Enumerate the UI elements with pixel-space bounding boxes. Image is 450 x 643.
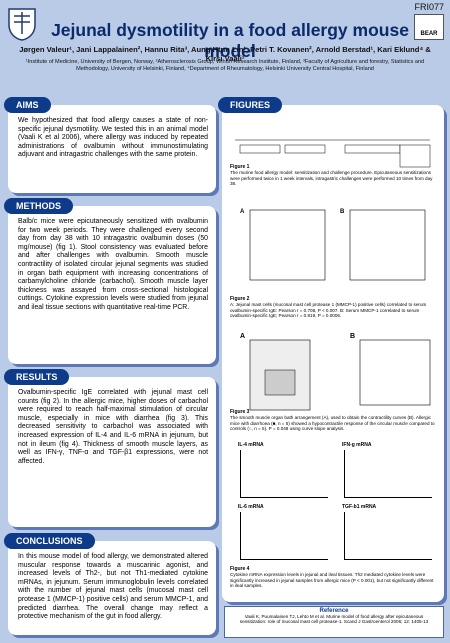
reference-title: Reference (319, 608, 349, 614)
panel-title: IFN-g mRNA (342, 442, 372, 448)
section-title: AIMS (4, 97, 51, 113)
section-title: CONCLUSIONS (4, 533, 95, 549)
figure-1-diagram (235, 139, 431, 168)
section-title: FIGURES (218, 97, 283, 113)
logo-left (8, 8, 36, 41)
panel-frame (344, 512, 432, 560)
panel-title: TGF-b1 mRNA (342, 504, 377, 510)
authors: Jørgen Valeur¹, Jani Lappalainen², Hannu… (19, 45, 431, 63)
figure-caption: Figure 4 Cytokine mRNA expression levels … (230, 566, 434, 589)
panel-title: IL-4 mRNA (238, 442, 264, 448)
svg-text:B: B (350, 333, 355, 340)
section-text: Ovalbumin-specific IgE correlated with j… (18, 389, 208, 465)
figure-caption: Figure 3 The smooth muscle organ bath arr… (230, 409, 435, 432)
section-box: RESULTS Ovalbumin-specific IgE correlated… (4, 369, 216, 527)
section-title: METHODS (4, 198, 73, 214)
section-box: METHODS Balb/c mice were epicutaneously s… (4, 198, 216, 364)
section-box: AIMS We hypothesized that food allergy ca… (4, 97, 216, 193)
section-box: CONCLUSIONS In this mouse model of food a… (4, 533, 216, 635)
section-text: Balb/c mice were epicutaneously sensitiz… (18, 218, 208, 311)
panel-frame (240, 512, 328, 560)
section-text: In this mouse model of food allergy, we … (18, 553, 208, 621)
panel-frame (240, 450, 328, 498)
logo-right: BEAR (414, 14, 444, 40)
panel-frame (344, 450, 432, 498)
section-text: We hypothesized that food allergy causes… (18, 117, 208, 159)
figure-4-panels: IL-4 mRNA IFN-g mRNA IL-6 mRNA TGF-b1 mRNA (230, 442, 435, 567)
panel-title: IL-6 mRNA (238, 504, 264, 510)
svg-text:A: A (240, 209, 245, 215)
reference-text: Vaali K, Puumalainen TJ, Lehto M et al. … (239, 614, 429, 625)
figures-box: FIGURES Figure 1 The murine food allergy … (218, 97, 444, 602)
svg-text:B: B (340, 209, 345, 215)
affiliations: ¹Institute of Medicine, University of Be… (25, 59, 425, 72)
reference-box: Reference Vaali K, Puumalainen TJ, Lehto… (224, 606, 444, 638)
section-title: RESULTS (4, 369, 70, 385)
figure-caption: Figure 1 The murine food allergy model: s… (230, 164, 433, 187)
figure-caption: Figure 2 A: Jejunal mast cells (mucosal m… (230, 296, 427, 319)
title: Jejunal dysmotility in a food allergy mo… (51, 20, 409, 61)
svg-text:A: A (240, 333, 245, 340)
poster-code: FRI077 (414, 2, 444, 12)
